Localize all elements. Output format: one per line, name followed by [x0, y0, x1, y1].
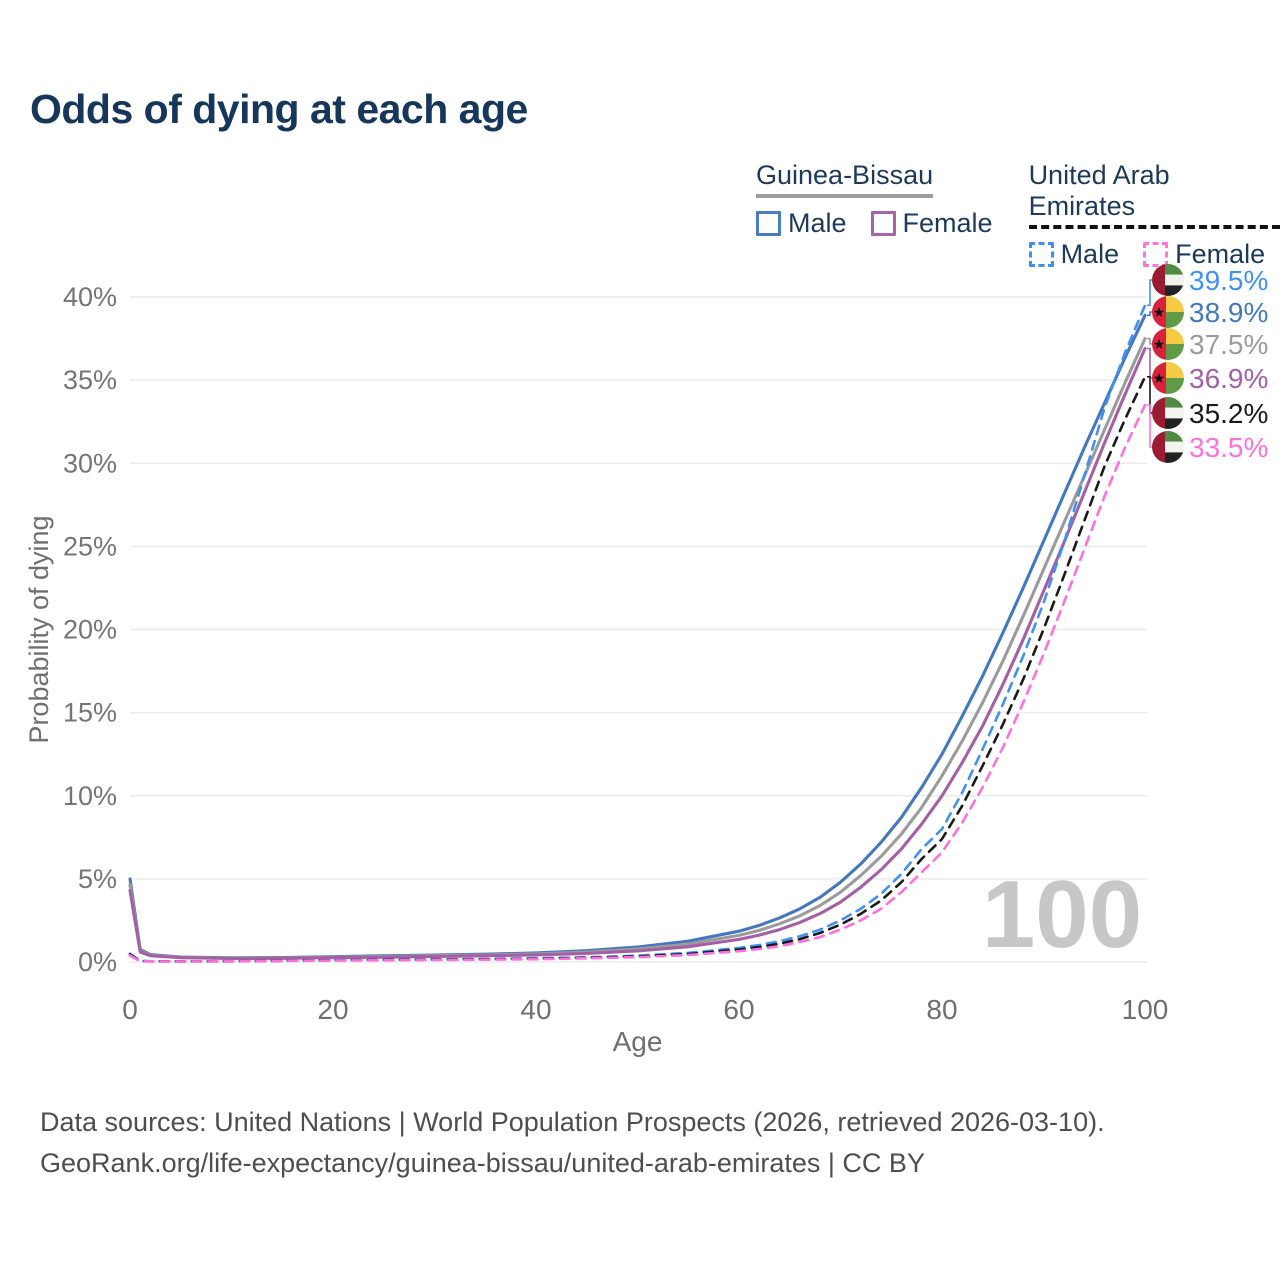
legend-row-united-arab-emirates: Male Female — [1028, 239, 1280, 270]
x-tick-label: 80 — [926, 994, 957, 1025]
leader-line-united-arab-emirates-male — [1147, 279, 1153, 307]
end-value-label-united-arab-emirates-female: 33.5% — [1189, 432, 1268, 463]
leader-line-guinea-bissau-both — [1147, 337, 1153, 345]
footer-line-1: Data sources: United Nations | World Pop… — [40, 1107, 1105, 1137]
uae-male-label: Male — [1060, 239, 1120, 269]
flag-icon-guinea-bissau: ★ — [1152, 296, 1184, 328]
series-line-united-arab-emirates-both — [128, 375, 1147, 963]
star-icon: ★ — [1153, 370, 1166, 386]
y-tick-label: 40% — [63, 282, 117, 312]
y-tick-label: 25% — [63, 531, 117, 561]
y-axis-label: Probability of dying — [24, 515, 54, 743]
y-tick-label: 35% — [63, 365, 117, 395]
x-tick-label: 20 — [317, 994, 348, 1025]
flag-icon-guinea-bissau: ★ — [1152, 328, 1184, 360]
x-axis-label: Age — [613, 1026, 663, 1057]
y-tick-label: 30% — [63, 448, 117, 478]
x-tick-label: 0 — [122, 994, 138, 1025]
leader-line-guinea-bissau-female — [1147, 347, 1153, 379]
y-tick-label: 20% — [63, 615, 117, 645]
legend-group-united-arab-emirates: United Arab Emirates Male Female — [1028, 160, 1280, 270]
gw-male-label: Male — [788, 208, 847, 238]
end-value-label-guinea-bissau-male: 38.9% — [1189, 297, 1268, 328]
legend: Guinea-Bissau Male Female United Arab Em… — [756, 160, 1280, 270]
leader-line-united-arab-emirates-both — [1147, 375, 1153, 414]
legend-group-guinea-bissau: Guinea-Bissau Male Female — [756, 160, 993, 270]
legend-country-guinea-bissau: Guinea-Bissau — [756, 160, 934, 198]
gw-female-label: Female — [902, 208, 993, 238]
y-tick-label: 0% — [78, 947, 117, 977]
series-line-guinea-bissau-female — [128, 346, 1147, 961]
gw-female-swatch-icon — [870, 211, 896, 236]
x-tick-label: 100 — [1122, 994, 1169, 1025]
series-line-united-arab-emirates-male — [128, 304, 1147, 963]
data-sources-footer: Data sources: United Nations | World Pop… — [40, 1102, 1105, 1184]
gw-male-swatch-icon — [756, 211, 781, 236]
end-value-label-guinea-bissau-female: 36.9% — [1189, 363, 1268, 394]
end-value-label-united-arab-emirates-both: 35.2% — [1189, 398, 1268, 429]
uae-female-label: Female — [1175, 239, 1266, 269]
star-icon: ★ — [1153, 304, 1166, 320]
flag-icon-united-arab-emirates — [1152, 397, 1184, 429]
legend-row-guinea-bissau: Male Female — [756, 208, 993, 239]
series-line-united-arab-emirates-female — [128, 403, 1147, 963]
y-tick-label: 5% — [78, 864, 117, 894]
flag-icon-united-arab-emirates — [1152, 264, 1184, 296]
y-tick-label: 10% — [63, 781, 117, 811]
x-tick-label: 40 — [520, 994, 551, 1025]
legend-item-gw-female: Female — [870, 208, 993, 239]
flag-icon-united-arab-emirates — [1152, 431, 1184, 463]
legend-item-uae-male: Male — [1028, 239, 1120, 270]
leader-line-guinea-bissau-male — [1147, 311, 1153, 317]
star-icon: ★ — [1153, 336, 1166, 352]
leader-line-united-arab-emirates-female — [1147, 404, 1153, 448]
legend-item-uae-female: Female — [1143, 239, 1265, 270]
uae-male-swatch-icon — [1028, 242, 1054, 267]
age-watermark: 100 — [982, 861, 1142, 968]
end-value-label-guinea-bissau-both: 37.5% — [1189, 329, 1268, 360]
x-tick-label: 60 — [723, 994, 754, 1025]
legend-country-united-arab-emirates: United Arab Emirates — [1028, 160, 1280, 229]
page-title: Odds of dying at each age — [30, 86, 528, 132]
flag-icon-guinea-bissau: ★ — [1152, 362, 1184, 394]
y-tick-label: 15% — [63, 698, 117, 728]
end-value-label-united-arab-emirates-male: 39.5% — [1189, 265, 1268, 296]
legend-item-gw-male: Male — [756, 208, 847, 239]
footer-line-2: GeoRank.org/life-expectancy/guinea-bissa… — [40, 1148, 925, 1178]
uae-female-swatch-icon — [1143, 242, 1169, 267]
